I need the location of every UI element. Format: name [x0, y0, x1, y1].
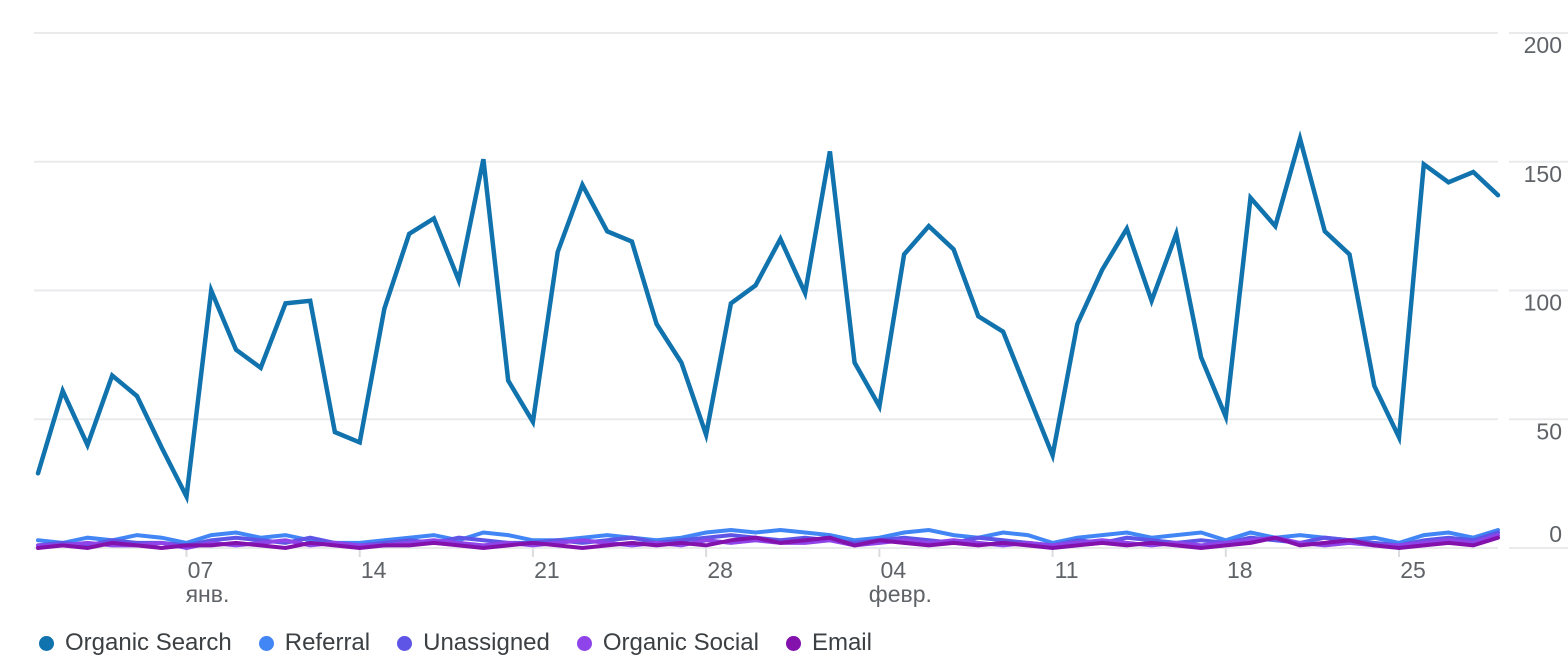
x-axis-label-04: 04: [881, 557, 907, 583]
email-dot-icon: [785, 635, 801, 651]
y-axis-label-50: 50: [1536, 418, 1562, 444]
series-line-organic-search[interactable]: [35, 130, 1501, 505]
organic-search-dot-icon: [39, 635, 54, 651]
x-axis-month-label: февр.: [869, 581, 932, 607]
legend-item-email[interactable]: Email: [785, 629, 872, 656]
legend-label: Email: [811, 629, 872, 656]
legend-label: Unassigned: [423, 629, 550, 656]
x-axis-label-21: 21: [534, 557, 560, 583]
series-lines: [35, 130, 1501, 551]
legend-label: Organic Search: [65, 629, 232, 656]
legend-label: Referral: [284, 629, 371, 656]
x-axis-label-07: 07: [188, 557, 214, 583]
organic-social-dot-icon: [576, 635, 592, 651]
x-axis-ticks: [185, 549, 1401, 557]
series-line-referral[interactable]: [36, 527, 1500, 545]
chart-legend: Organic Search Referral Unassigned Organ…: [39, 630, 872, 656]
x-axis-label-25: 25: [1400, 557, 1426, 583]
y-axis-label-0: 0: [1549, 521, 1562, 547]
y-axis-labels: 200 150 100 50 0: [1524, 32, 1562, 547]
legend-item-organic-social[interactable]: Organic Social: [576, 629, 759, 656]
series-line-email[interactable]: [36, 535, 1500, 551]
legend-item-referral[interactable]: Referral: [258, 629, 371, 656]
x-axis-month-label: янв.: [186, 581, 230, 607]
referral-dot-icon: [258, 635, 274, 651]
x-axis-label-14: 14: [361, 557, 387, 583]
gridline-stubs: [1509, 32, 1568, 549]
legend-item-unassigned[interactable]: Unassigned: [397, 630, 550, 656]
x-axis-label-11: 11: [1055, 557, 1079, 583]
legend-item-organic-search[interactable]: Organic Search: [39, 630, 232, 656]
gridlines: [34, 32, 1498, 549]
y-axis-label-100: 100: [1524, 290, 1562, 316]
x-axis-labels: 07 14 21 28 04 11 18 25 янв. февр.: [186, 557, 1426, 607]
x-axis-label-18: 18: [1227, 557, 1253, 583]
legend-label: Organic Social: [602, 629, 759, 656]
y-axis-label-200: 200: [1524, 32, 1562, 58]
y-axis-label-150: 150: [1524, 161, 1562, 187]
unassigned-dot-icon: [397, 635, 413, 651]
x-axis-label-28: 28: [707, 557, 733, 583]
